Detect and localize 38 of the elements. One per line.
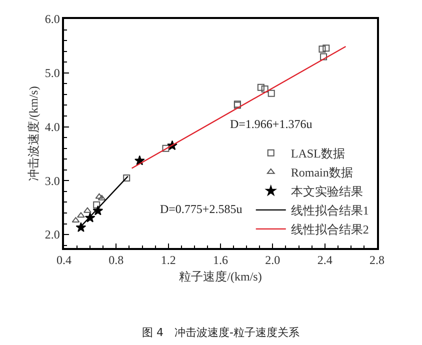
caption: 图 4 冲击波速度-粒子速度关系 [142, 326, 300, 339]
point [322, 44, 330, 52]
point [123, 174, 130, 182]
legend-label: LASL数据 [290, 146, 345, 161]
point [76, 222, 86, 232]
legend-label: 本文实验结果 [290, 184, 363, 199]
point [93, 201, 100, 208]
x-tick-label: 2.0 [265, 253, 280, 268]
y-tick-label: 6.0 [44, 12, 60, 26]
point [318, 46, 326, 53]
point [95, 193, 104, 199]
y-tick-label: 4.0 [44, 120, 60, 134]
point [268, 90, 275, 97]
point [162, 144, 170, 152]
point [257, 84, 264, 91]
point [76, 212, 85, 218]
point [320, 53, 328, 60]
y-tick-label: 2.0 [44, 228, 60, 242]
y-tick-label: 3.0 [44, 174, 60, 188]
annotation: D=0.775+2.585u [160, 202, 242, 216]
x-tick-label: 2.8 [370, 253, 384, 268]
point [261, 86, 268, 93]
x-tick-label: 0.8 [108, 253, 124, 268]
x-axis-title: 粒子速度/(km/s) [179, 270, 262, 284]
legend-label: 线性拟合结果2 [290, 222, 369, 237]
x-tick-label: 1.6 [213, 253, 228, 268]
point [98, 194, 106, 200]
y-axis-title: 冲击波速度/(km/s) [26, 86, 41, 181]
point [134, 155, 145, 166]
point [84, 207, 92, 213]
x-tick-label: 2.4 [317, 253, 332, 268]
x-tick-label: 0.4 [56, 253, 72, 268]
point [72, 217, 80, 223]
legend-label: Romain数据 [290, 166, 353, 180]
legend-label: 线性拟合结果1 [290, 204, 369, 218]
y-tick-label: 5.0 [44, 66, 60, 80]
x-tick-label: 1.2 [160, 253, 176, 268]
annotation: D=1.966+1.376u [230, 117, 312, 131]
